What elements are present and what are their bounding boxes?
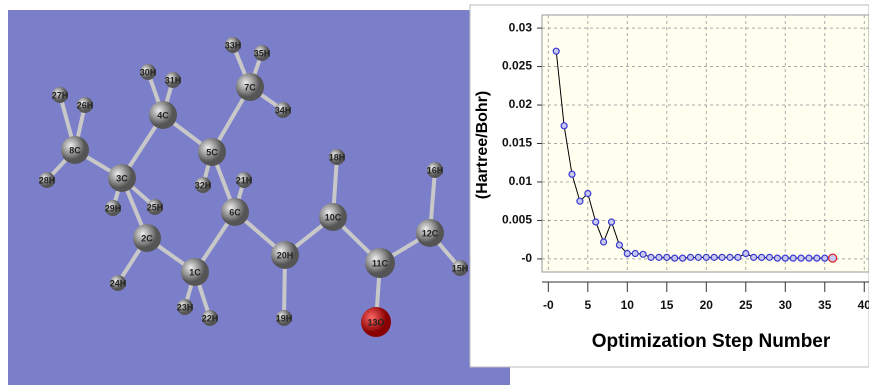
data-point xyxy=(640,251,646,257)
atom-label: 22H xyxy=(202,313,219,323)
data-point xyxy=(719,254,725,260)
atom-label: 12C xyxy=(422,228,439,238)
data-point xyxy=(569,171,575,177)
data-point xyxy=(664,254,670,260)
atom-label: 20H xyxy=(277,250,294,260)
atom-label: 24H xyxy=(110,278,127,288)
data-point xyxy=(672,255,678,261)
atom-label: 25H xyxy=(147,202,164,212)
y-tick-label: 0.02 xyxy=(509,97,533,111)
y-tick-label: 0.01 xyxy=(509,174,533,188)
atom-label: 19H xyxy=(276,313,293,323)
atom-label: 8C xyxy=(69,145,81,155)
y-tick-label: 0.015 xyxy=(502,136,532,150)
atom-label: 23H xyxy=(177,302,194,312)
x-axis-label: Optimization Step Number xyxy=(592,331,831,352)
atom-label: 30H xyxy=(140,67,157,77)
data-point xyxy=(561,123,567,129)
atom-label: 26H xyxy=(77,100,94,110)
y-axis-label: (Hartree/Bohr) xyxy=(474,91,491,199)
x-tick-label: -0 xyxy=(543,298,554,312)
data-point xyxy=(829,254,837,262)
x-tick-label: 10 xyxy=(621,298,635,312)
atom-label: 33H xyxy=(225,40,242,50)
data-point xyxy=(735,254,741,260)
atom-label: 2C xyxy=(141,233,153,243)
x-tick-label: 20 xyxy=(700,298,714,312)
data-point xyxy=(585,191,591,197)
data-point xyxy=(656,254,662,260)
atom-label: 28H xyxy=(39,175,56,185)
atom-label: 35H xyxy=(254,48,271,58)
atom-label: 34H xyxy=(275,105,292,115)
atom-label: 16H xyxy=(427,165,444,175)
x-tick-label: 5 xyxy=(584,298,591,312)
data-point xyxy=(711,254,717,260)
data-point xyxy=(782,255,788,261)
y-tick-label: 0.005 xyxy=(502,213,532,227)
x-tick-label: 25 xyxy=(739,298,753,312)
atom-label: 21H xyxy=(236,175,253,185)
data-point xyxy=(695,254,701,260)
data-point xyxy=(648,254,654,260)
data-point xyxy=(751,254,757,260)
atom-label: 31H xyxy=(165,75,182,85)
data-point xyxy=(759,254,765,260)
data-point xyxy=(601,239,607,245)
atom-label: 7C xyxy=(244,82,256,92)
data-point xyxy=(798,255,804,261)
data-point xyxy=(774,255,780,261)
data-point xyxy=(609,219,615,225)
atom-label: 29H xyxy=(105,203,122,213)
data-point xyxy=(766,254,772,260)
atom-label: 3C xyxy=(116,173,128,183)
data-point xyxy=(577,198,583,204)
y-tick-label: 0.025 xyxy=(502,59,532,73)
x-tick-label: 15 xyxy=(660,298,674,312)
y-tick-label: -0 xyxy=(521,251,532,265)
atom-label: 27H xyxy=(52,90,69,100)
data-point xyxy=(814,255,820,261)
data-point xyxy=(703,254,709,260)
data-point xyxy=(616,242,622,248)
data-point xyxy=(806,255,812,261)
atom-label: 32H xyxy=(195,180,212,190)
atom-label: 18H xyxy=(329,152,346,162)
atom-label: 15H xyxy=(452,263,469,273)
data-point xyxy=(743,251,749,257)
figure: 8C 27H 26H 28H 3C 29H 25H 2C 24H 1C 23H 22H 4C 30H 31H… xyxy=(0,0,869,385)
atom-label: 4C xyxy=(157,110,169,120)
atom-label: 11C xyxy=(372,258,389,268)
data-point xyxy=(790,255,796,261)
data-point xyxy=(687,254,693,260)
atom-label: 6C xyxy=(229,207,241,217)
data-point xyxy=(553,48,559,54)
data-point xyxy=(624,251,630,257)
data-point xyxy=(680,255,686,261)
data-point xyxy=(822,255,828,261)
x-tick-label: 30 xyxy=(779,298,793,312)
data-point xyxy=(727,254,733,260)
x-tick-label: 40 xyxy=(858,298,869,312)
atom-label: 13O xyxy=(367,317,384,327)
atom-label: 1C xyxy=(189,267,201,277)
atom-label: 5C xyxy=(206,147,218,157)
page: {"molecule": {"atoms": ["8C","27H","26H"… xyxy=(0,0,869,385)
data-point xyxy=(632,251,638,257)
y-tick-label: 0.03 xyxy=(509,20,533,34)
atom-label: 10C xyxy=(325,212,342,222)
data-point xyxy=(593,219,599,225)
x-tick-label: 35 xyxy=(818,298,832,312)
